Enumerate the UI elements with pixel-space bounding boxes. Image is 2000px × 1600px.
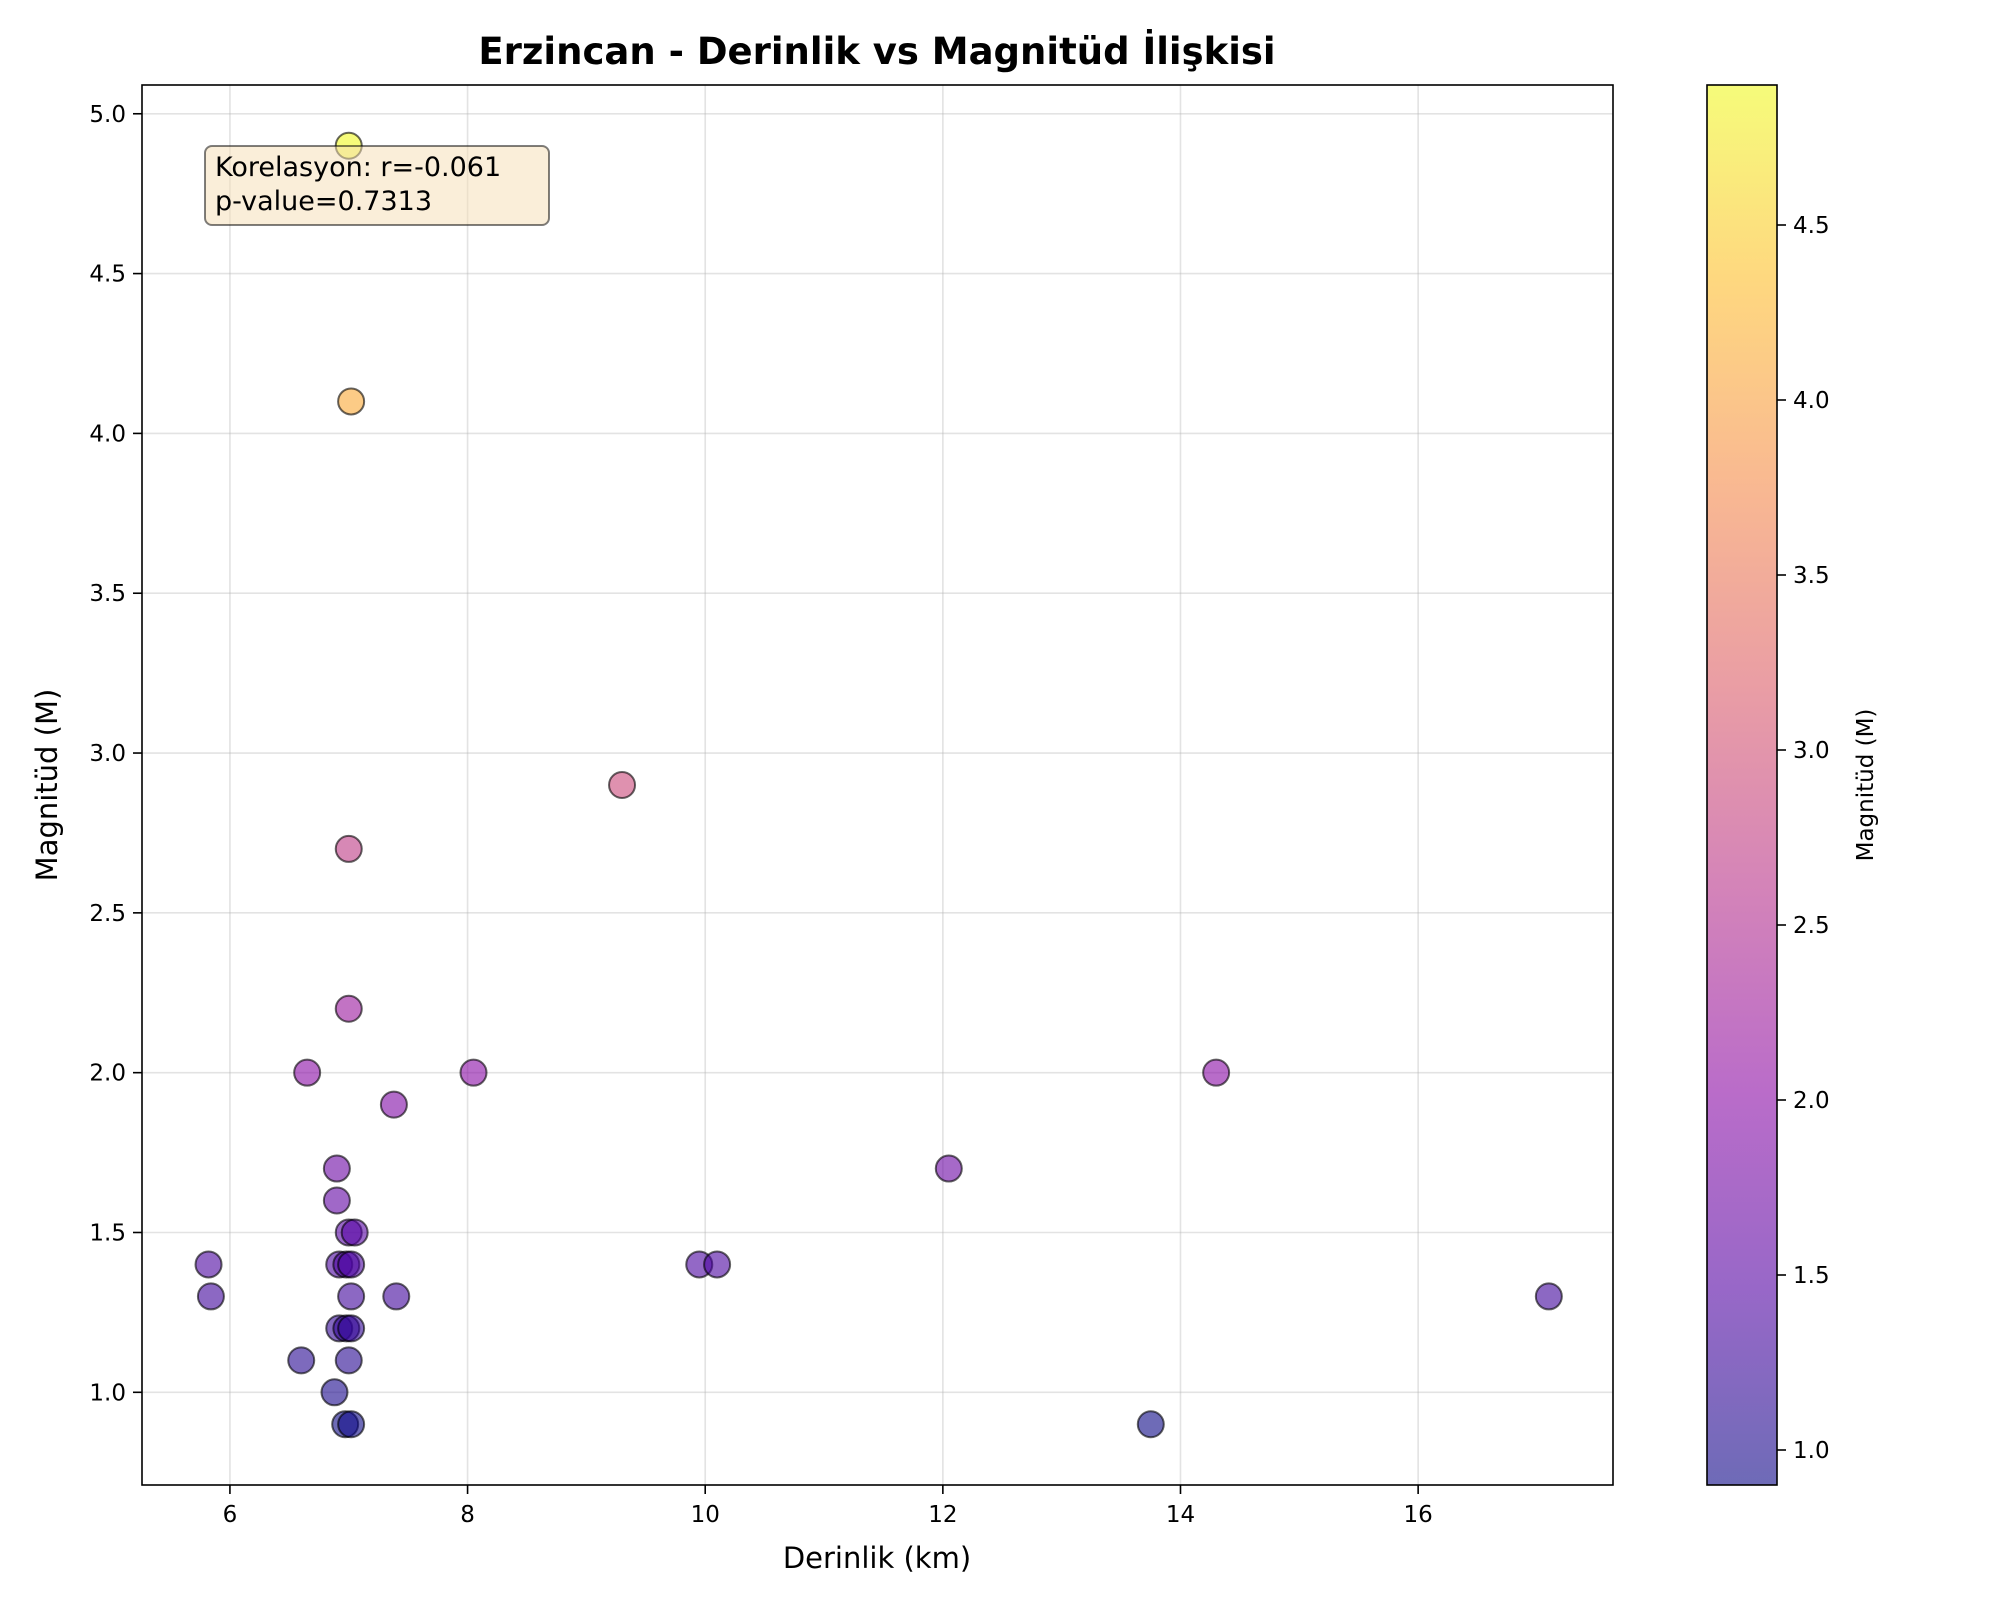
data-point: [459, 1058, 488, 1087]
data-point: [337, 1250, 366, 1279]
y-tick-label: 2.0: [89, 1061, 126, 1087]
y-tick-label: 1.5: [89, 1220, 126, 1246]
correlation-annotation: Korelasyon: r=-0.061 p-value=0.7313: [204, 145, 550, 226]
data-point: [703, 1250, 732, 1279]
y-tick-label: 3.5: [89, 581, 126, 607]
data-point: [322, 1154, 351, 1183]
colorbar-tick-label: 4.5: [1793, 213, 1830, 239]
y-tick-label: 4.0: [89, 421, 126, 447]
x-tick-label: 14: [1166, 1502, 1195, 1528]
y-tick-label: 5.0: [89, 102, 126, 128]
data-point: [320, 1378, 349, 1407]
data-point: [334, 994, 363, 1023]
data-point: [194, 1250, 223, 1279]
colorbar-tick-label: 3.5: [1793, 563, 1830, 589]
data-point: [1136, 1410, 1165, 1439]
colorbar-label: Magnitüd (M): [1853, 709, 1879, 862]
data-point: [293, 1058, 322, 1087]
data-point: [287, 1346, 316, 1375]
colorbar-ticks: 1.0 1.5 2.0 2.5 3.0 3.5 4.0 4.5: [1777, 213, 1830, 1464]
data-point: [337, 1314, 366, 1343]
x-axis-label: Derinlik (km): [783, 1541, 971, 1575]
x-axis-ticks: 6 8 10 12 14 16: [223, 1485, 1433, 1528]
data-point: [334, 1346, 363, 1375]
data-point: [334, 834, 363, 863]
chart-title: Erzincan - Derinlik vs Magnitüd İlişkisi: [478, 29, 1275, 73]
data-point: [379, 1090, 408, 1119]
annotation-background: [204, 145, 550, 226]
data-point: [337, 1282, 366, 1311]
x-tick-label: 8: [460, 1502, 475, 1528]
y-tick-label: 4.5: [89, 262, 126, 288]
data-points: [194, 131, 1563, 1439]
x-tick-label: 6: [223, 1502, 238, 1528]
data-point: [322, 1186, 351, 1215]
data-point: [608, 771, 637, 799]
x-tick-label: 12: [928, 1502, 957, 1528]
x-tick-label: 16: [1403, 1502, 1432, 1528]
data-point: [934, 1154, 963, 1183]
colorbar-tick-label: 1.5: [1793, 1263, 1830, 1289]
plot-area-frame: [141, 84, 1614, 1486]
colorbar-tick-label: 1.0: [1793, 1438, 1830, 1464]
x-tick-label: 10: [691, 1502, 720, 1528]
data-point: [382, 1282, 411, 1311]
colorbar-tick-label: 3.0: [1793, 738, 1830, 764]
y-tick-label: 2.5: [89, 901, 126, 927]
colorbar-tick-label: 4.0: [1793, 388, 1830, 414]
colorbar-gradient: [1707, 85, 1777, 1485]
annotation-correlation-text: Korelasyon: r=-0.061: [215, 152, 501, 183]
y-axis-label: Magnitüd (M): [30, 689, 64, 882]
colorbar-tick-label: 2.0: [1793, 1088, 1830, 1114]
data-point: [1202, 1058, 1231, 1087]
colorbar-frame: [1706, 84, 1778, 1486]
data-point: [196, 1282, 225, 1311]
data-point: [1534, 1282, 1563, 1311]
annotation-pvalue-text: p-value=0.7313: [215, 186, 432, 217]
data-point: [337, 1410, 366, 1439]
y-axis-ticks: 1.0 1.5 2.0 2.5 3.0 3.5 4.0 4.5 5.0: [89, 102, 142, 1406]
y-tick-label: 1.0: [89, 1380, 126, 1406]
grid-lines: [142, 85, 1613, 1485]
colorbar-tick-label: 2.5: [1793, 913, 1830, 939]
data-point: [340, 1218, 369, 1247]
data-point: [337, 387, 366, 416]
y-tick-label: 3.0: [89, 741, 126, 767]
